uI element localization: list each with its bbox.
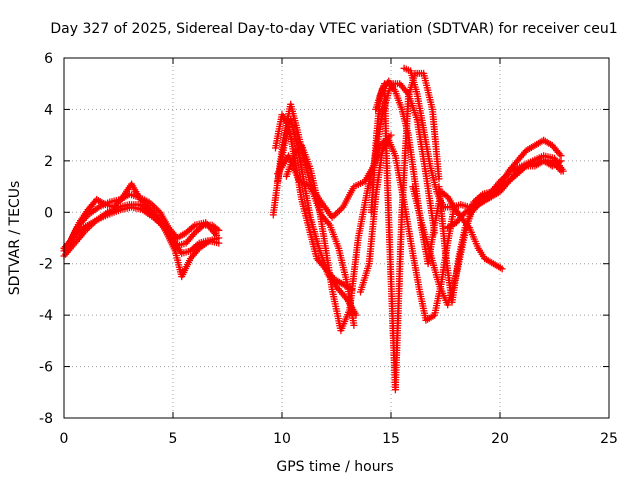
- series-arc-2: [60, 201, 223, 260]
- data-point: [557, 167, 565, 175]
- y-tick-label: 4: [44, 102, 53, 118]
- x-tick-label: 0: [60, 431, 69, 447]
- data-point: [498, 265, 506, 273]
- series-arc-16: [444, 157, 565, 232]
- data-point: [557, 157, 565, 165]
- y-tick-label: -6: [39, 360, 53, 376]
- data-point: [435, 175, 443, 183]
- x-tick-label: 25: [600, 431, 618, 447]
- series-arc-4: [60, 180, 223, 281]
- axis-ticks: 0 5 10 15 20 25 -8 -6 -4 -2 0 2 4 6: [39, 51, 618, 447]
- data-point: [350, 321, 358, 329]
- x-tick-label: 15: [382, 431, 400, 447]
- y-tick-label: 2: [44, 154, 53, 170]
- data-point: [215, 226, 223, 234]
- data-point: [352, 311, 360, 319]
- plot-frame: [63, 57, 610, 419]
- data-point: [387, 131, 395, 139]
- data-series: [60, 64, 567, 394]
- y-tick-label: -8: [39, 411, 53, 427]
- y-tick-label: -2: [39, 257, 53, 273]
- y-tick-label: -4: [39, 308, 53, 324]
- y-axis-label: SDTVAR / TECUs: [7, 181, 23, 296]
- series-arc-11: [367, 69, 443, 394]
- y-tick-label: 6: [44, 51, 53, 67]
- data-point: [215, 234, 223, 242]
- y-tick-label: 0: [44, 205, 53, 221]
- x-axis-label: GPS time / hours: [276, 459, 393, 475]
- x-tick-label: 5: [169, 431, 178, 447]
- series-arc-7: [274, 116, 360, 319]
- x-tick-label: 20: [491, 431, 509, 447]
- chart-title: Day 327 of 2025, Sidereal Day-to-day VTE…: [50, 21, 617, 37]
- x-tick-label: 10: [273, 431, 291, 447]
- series-trace: [447, 159, 562, 229]
